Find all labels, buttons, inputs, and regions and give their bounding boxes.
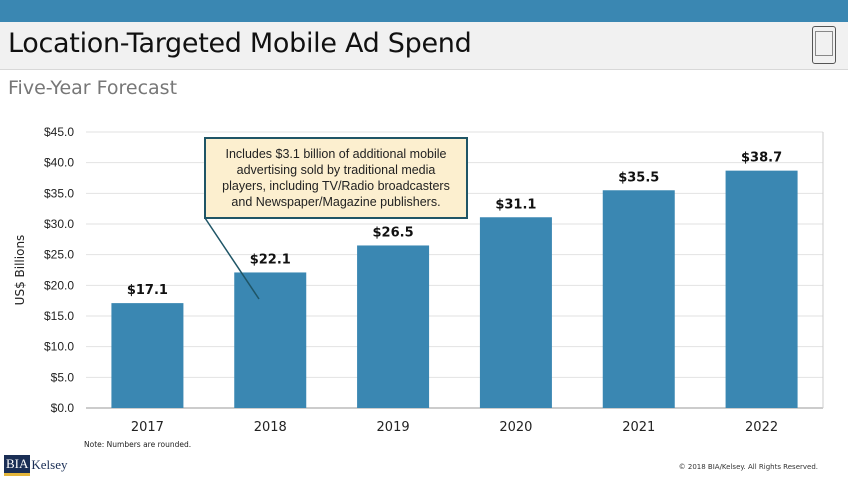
x-tick-label: 2017 (131, 420, 164, 435)
y-tick-label: $5.0 (51, 370, 75, 384)
bar-2022 (725, 170, 798, 408)
data-label-2018: $22.1 (250, 252, 291, 267)
y-tick-label: $0.0 (51, 401, 75, 415)
x-tick-label: 2022 (745, 420, 778, 435)
logo-bia: BIA (4, 454, 31, 476)
bia-kelsey-logo: BIA Kelsey (4, 454, 68, 476)
data-label-2022: $38.7 (741, 151, 782, 166)
y-tick-label: $35.0 (44, 186, 74, 200)
header (0, 22, 848, 70)
annotation-text: Includes $3.1 billion of additional mobi… (222, 147, 450, 209)
copyright: © 2018 BIA/Kelsey. All Rights Reserved. (678, 463, 818, 471)
logo-kelsey: Kelsey (31, 457, 68, 472)
bar-2017 (111, 303, 184, 408)
mobile-phone-icon (812, 26, 836, 64)
x-tick-label: 2018 (254, 420, 287, 435)
y-tick-label: $10.0 (44, 340, 74, 354)
callout-pointer (204, 217, 260, 300)
data-label-2020: $31.1 (495, 197, 536, 212)
x-tick-label: 2019 (377, 420, 410, 435)
y-tick-label: $30.0 (44, 217, 74, 231)
y-tick-label: $45.0 (44, 125, 74, 139)
y-tick-label: $25.0 (44, 248, 74, 262)
x-tick-label: 2020 (499, 420, 532, 435)
data-label-2017: $17.1 (127, 283, 168, 298)
x-tick-label: 2021 (622, 420, 655, 435)
annotation-callout: Includes $3.1 billion of additional mobi… (204, 137, 468, 219)
bar-2021 (602, 190, 675, 408)
bar-2018 (234, 272, 307, 408)
footnote: Note: Numbers are rounded. (84, 440, 192, 449)
page-title: Location-Targeted Mobile Ad Spend (8, 28, 472, 59)
y-tick-label: $20.0 (44, 278, 74, 292)
data-label-2019: $26.5 (373, 225, 414, 240)
bar-2019 (357, 245, 430, 408)
top-bar (0, 0, 848, 22)
y-tick-label: $40.0 (44, 156, 74, 170)
page-subtitle: Five-Year Forecast (8, 77, 178, 99)
bar-2020 (479, 217, 552, 408)
y-axis-label: US$ Billions (13, 235, 27, 306)
y-tick-label: $15.0 (44, 309, 74, 323)
data-label-2021: $35.5 (618, 170, 659, 185)
